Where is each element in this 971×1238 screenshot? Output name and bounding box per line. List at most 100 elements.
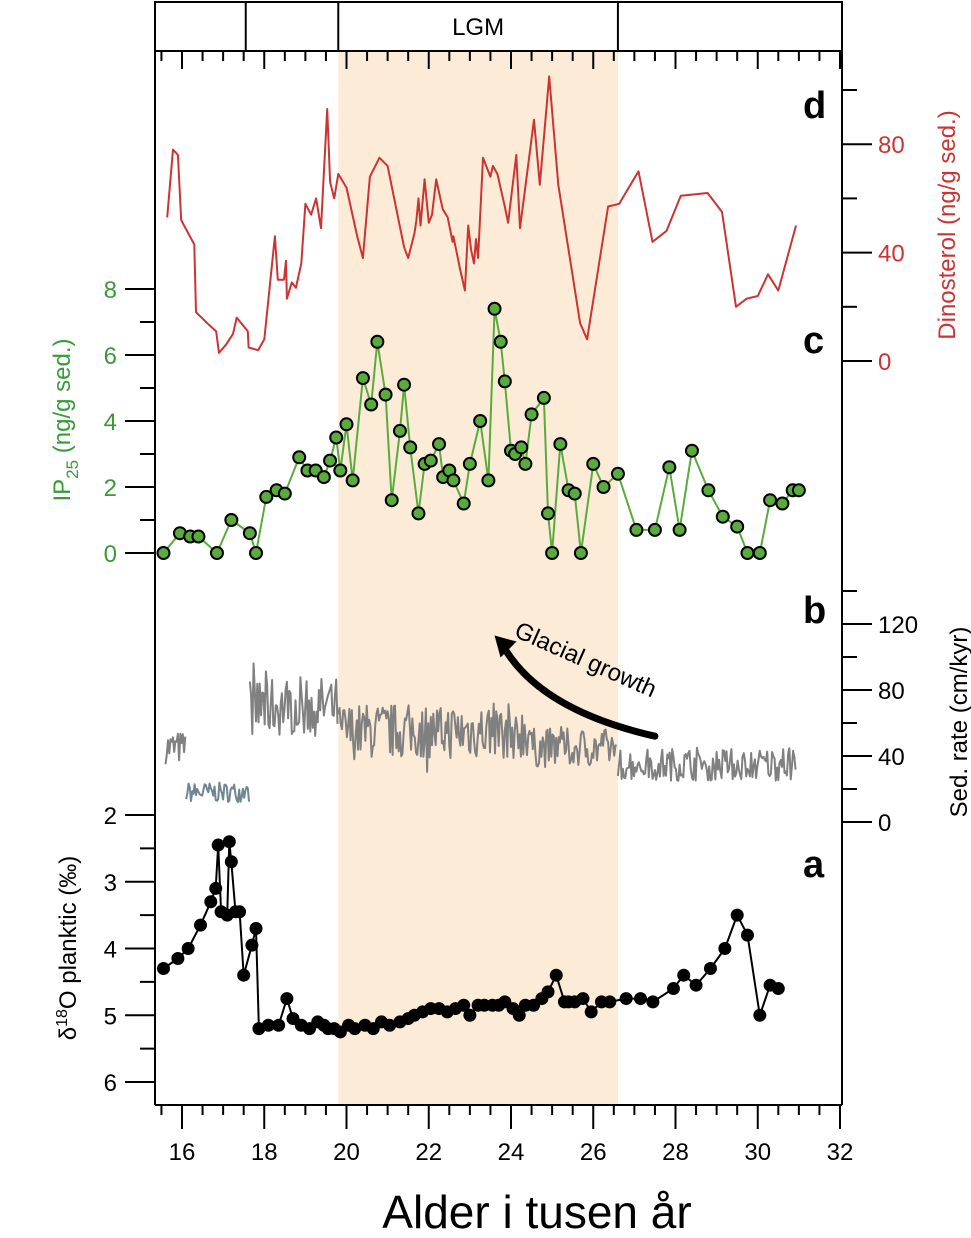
x-axis: 16 18 20 22 24 26 28 30 32 bbox=[160, 51, 854, 1166]
sedrate-line bbox=[185, 781, 250, 804]
d18o-point bbox=[730, 908, 744, 922]
ip25-tick-label: 2 bbox=[104, 475, 117, 502]
ip25-point bbox=[329, 430, 344, 445]
sedrate-tick-label: 80 bbox=[878, 678, 905, 705]
ip25-point bbox=[462, 456, 477, 471]
ip25-point bbox=[684, 443, 699, 458]
x-tick-label: 32 bbox=[827, 1139, 854, 1166]
ip25-tick-label: 4 bbox=[104, 409, 117, 436]
ip25-point bbox=[740, 546, 755, 560]
sedrate-line bbox=[337, 702, 532, 773]
ip25-point bbox=[333, 463, 348, 478]
sedrate-line bbox=[164, 732, 187, 765]
ip25-point bbox=[316, 470, 331, 485]
y-axis-title-ip25: IP25 (ng/g sed.) bbox=[49, 338, 82, 501]
ip25-point bbox=[672, 522, 687, 537]
ip25-point bbox=[378, 387, 393, 402]
ip25-label-sub: 25 bbox=[63, 460, 82, 479]
ip25-point bbox=[392, 423, 407, 438]
dinosterol-tick-label: 40 bbox=[878, 241, 905, 268]
d18o-point bbox=[181, 942, 195, 955]
ip25-point bbox=[423, 453, 438, 468]
ip25-point bbox=[403, 440, 418, 455]
ip25-point bbox=[715, 509, 730, 524]
ip25-point bbox=[553, 437, 568, 452]
ip25-point bbox=[775, 496, 790, 511]
ip25-point bbox=[536, 390, 551, 405]
ip25-point bbox=[323, 453, 338, 468]
d18o-point bbox=[209, 881, 223, 895]
ip25-point bbox=[629, 522, 644, 537]
d18o-point bbox=[718, 942, 732, 955]
ip25-point bbox=[791, 483, 806, 498]
d18o-tick-label: 6 bbox=[104, 1070, 117, 1097]
ip25-point bbox=[411, 506, 426, 521]
ip25-point bbox=[518, 456, 533, 471]
ip25-point bbox=[752, 546, 767, 560]
x-tick-label: 18 bbox=[251, 1139, 278, 1166]
x-axis-title: Alder i tusen år bbox=[382, 1186, 691, 1238]
d18o-point bbox=[634, 992, 648, 1006]
sedrate-line bbox=[248, 662, 339, 737]
d18o-tick-label: 2 bbox=[104, 803, 117, 830]
ip25-point bbox=[487, 301, 502, 316]
ip25-tick-label: 8 bbox=[104, 277, 117, 304]
d18o-point bbox=[224, 855, 238, 869]
d18o-label-rest: O planktic (‰) bbox=[55, 856, 82, 1009]
d18o-point bbox=[753, 1008, 767, 1022]
x-tick-label: 28 bbox=[662, 1139, 689, 1166]
d18o-point bbox=[549, 968, 563, 982]
panel-letter-b: b bbox=[803, 590, 826, 632]
d18o-point bbox=[512, 1008, 526, 1022]
y-axis-title-dinosterol: Dinosterol (ng/g sed.) bbox=[934, 110, 961, 339]
lgm-shaded-band bbox=[338, 51, 618, 1105]
ip25-label-main: IP bbox=[49, 479, 76, 502]
d18o-point bbox=[689, 978, 703, 992]
ip25-point bbox=[701, 483, 716, 498]
panel-letter-a: a bbox=[803, 844, 825, 886]
ip25-point bbox=[277, 486, 292, 501]
x-tick-label: 20 bbox=[333, 1139, 360, 1166]
ip25-point bbox=[345, 473, 360, 488]
panel-d-dinosterol: 0 40 80 bbox=[166, 75, 905, 376]
dinosterol-tick-label: 0 bbox=[878, 349, 891, 376]
ip25-point bbox=[514, 440, 529, 455]
ip25-point bbox=[730, 519, 745, 534]
d18o-point bbox=[740, 928, 754, 942]
sedrate-line bbox=[616, 746, 797, 782]
ip25-point bbox=[259, 489, 274, 504]
ip25-point bbox=[292, 450, 307, 465]
ip25-tick-label: 6 bbox=[104, 343, 117, 370]
d18o-point bbox=[677, 968, 691, 982]
top-bar-box bbox=[154, 1, 843, 52]
glacial-growth-arrow bbox=[503, 648, 659, 740]
ip25-point bbox=[473, 414, 488, 428]
ip25-point bbox=[432, 437, 447, 452]
ip25-point bbox=[586, 456, 601, 471]
ip25-point bbox=[763, 493, 778, 508]
ip25-point bbox=[541, 506, 556, 521]
ip25-point bbox=[384, 493, 399, 508]
d18o-tick-label: 5 bbox=[104, 1003, 117, 1030]
glacial-growth-annotation bbox=[494, 635, 659, 740]
panel-a-d18o: 2 3 4 5 6 bbox=[104, 803, 785, 1097]
sedrate-tick-label: 0 bbox=[878, 810, 891, 837]
ip25-point bbox=[242, 526, 257, 541]
d18o-point bbox=[233, 905, 247, 919]
d18o-point bbox=[261, 1018, 275, 1032]
d18o-label-sup: 18 bbox=[54, 1009, 71, 1027]
d18o-point bbox=[576, 992, 590, 1006]
d18o-point bbox=[584, 1005, 598, 1019]
ip25-point bbox=[610, 466, 625, 481]
ip25-point bbox=[524, 407, 539, 422]
d18o-point bbox=[204, 895, 218, 909]
d18o-point bbox=[194, 918, 208, 932]
d18o-tick-label: 3 bbox=[104, 870, 117, 897]
ip25-point bbox=[355, 371, 370, 386]
panel-c-ip25: 0 2 4 6 8 bbox=[104, 277, 806, 568]
ip25-point bbox=[647, 522, 662, 537]
ip25-point bbox=[370, 334, 385, 349]
ip25-point bbox=[493, 334, 508, 349]
dinosterol-line bbox=[166, 75, 797, 354]
panel-b-sed-rate: 0 40 80 120 bbox=[164, 590, 918, 837]
